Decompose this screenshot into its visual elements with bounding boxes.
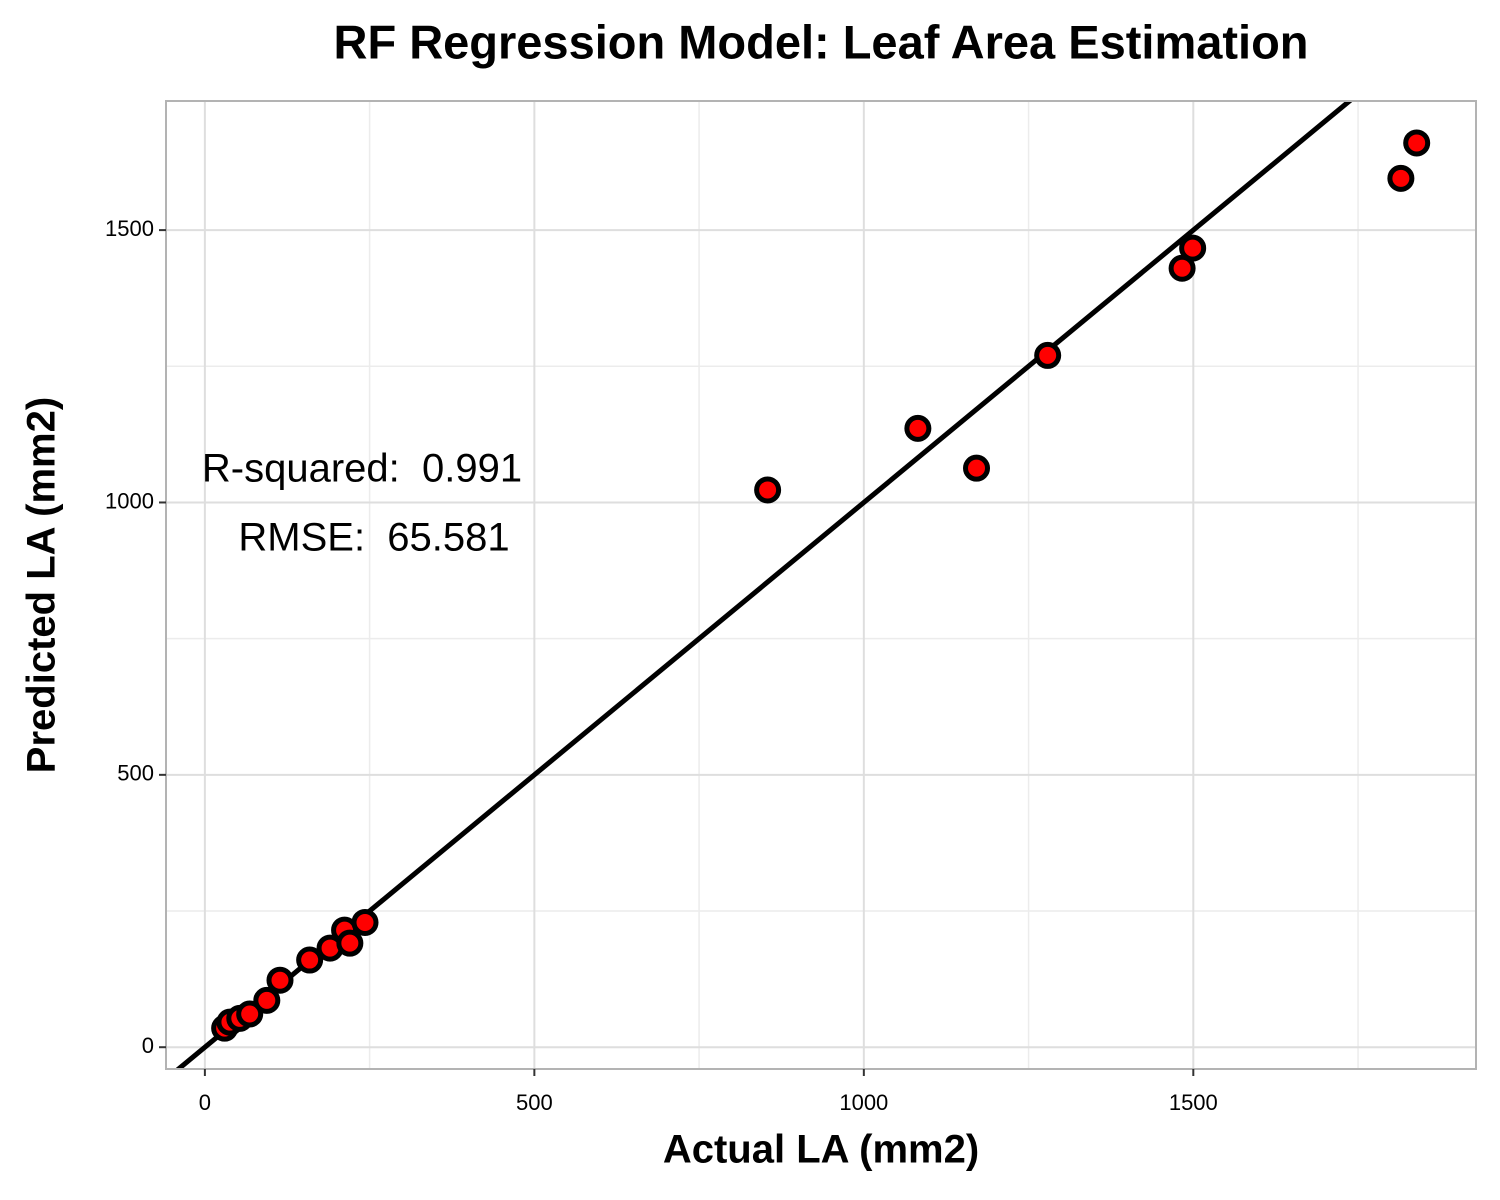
point xyxy=(1034,341,1062,369)
x-tick-label: 500 xyxy=(516,1090,553,1115)
chart-title: RF Regression Model: Leaf Area Estimatio… xyxy=(334,15,1309,68)
y-tick-label: 1000 xyxy=(105,488,154,513)
y-tick-label: 1500 xyxy=(105,216,154,241)
x-tick-label: 1000 xyxy=(839,1090,888,1115)
point xyxy=(963,454,991,482)
point xyxy=(1168,254,1196,282)
point xyxy=(351,908,379,936)
plot-border xyxy=(165,100,1477,1070)
annotation: R-squared: 0.991 xyxy=(202,447,522,491)
point xyxy=(1403,129,1431,157)
x-tick-label: 0 xyxy=(199,1090,211,1115)
point xyxy=(1387,164,1415,192)
point xyxy=(904,414,932,442)
y-axis-title: Predicted LA (mm2) xyxy=(20,397,64,773)
x-axis-title: Actual LA (mm2) xyxy=(663,1128,979,1172)
point xyxy=(1179,234,1207,262)
point xyxy=(266,966,294,994)
reference-line xyxy=(174,101,1354,1069)
y-tick-label: 0 xyxy=(142,1033,154,1058)
point xyxy=(754,476,782,504)
annotation: RMSE: 65.581 xyxy=(238,516,509,560)
point xyxy=(336,929,364,957)
point xyxy=(253,986,281,1014)
y-tick-label: 500 xyxy=(117,761,154,786)
plot-marks xyxy=(174,101,1431,1069)
point xyxy=(296,946,324,974)
point xyxy=(236,1000,264,1028)
x-tick-label: 1500 xyxy=(1169,1090,1218,1115)
